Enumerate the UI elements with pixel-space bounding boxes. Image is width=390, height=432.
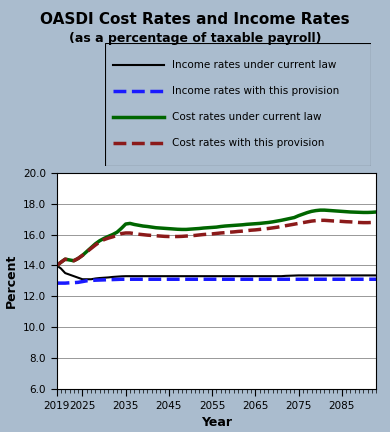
- X-axis label: Year: Year: [201, 416, 232, 429]
- Text: (as a percentage of taxable payroll): (as a percentage of taxable payroll): [69, 32, 321, 44]
- Text: OASDI Cost Rates and Income Rates: OASDI Cost Rates and Income Rates: [40, 12, 350, 27]
- Text: Cost rates under current law: Cost rates under current law: [172, 112, 321, 122]
- Y-axis label: Percent: Percent: [4, 254, 18, 308]
- Text: Cost rates with this provision: Cost rates with this provision: [172, 138, 324, 148]
- Text: Income rates under current law: Income rates under current law: [172, 60, 336, 70]
- Text: Income rates with this provision: Income rates with this provision: [172, 86, 339, 96]
